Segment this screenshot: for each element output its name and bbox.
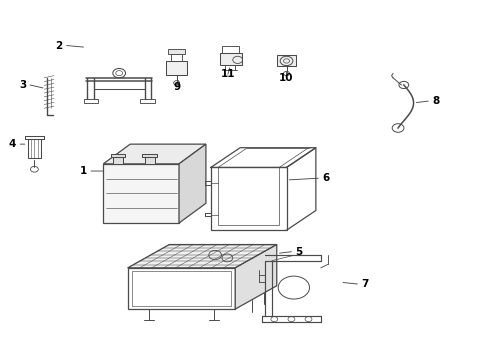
Bar <box>27 139 41 158</box>
Polygon shape <box>128 244 277 268</box>
Bar <box>168 49 185 54</box>
Bar <box>84 99 98 103</box>
Text: 8: 8 <box>432 96 440 106</box>
Bar <box>221 45 239 53</box>
Bar <box>113 157 123 164</box>
Bar <box>218 167 279 225</box>
Bar <box>277 55 296 66</box>
Polygon shape <box>235 244 277 309</box>
Bar <box>220 53 242 65</box>
Bar <box>171 54 182 61</box>
Text: 5: 5 <box>295 247 303 257</box>
Text: 11: 11 <box>220 69 235 79</box>
Bar <box>111 154 125 157</box>
Text: 3: 3 <box>19 80 26 90</box>
Text: 4: 4 <box>9 139 16 149</box>
Polygon shape <box>179 144 206 223</box>
Bar <box>145 157 155 164</box>
Bar <box>103 164 179 223</box>
Text: 1: 1 <box>80 166 87 176</box>
Text: 7: 7 <box>361 279 368 289</box>
Text: 10: 10 <box>279 73 294 83</box>
Bar <box>128 268 235 309</box>
Bar <box>140 99 155 103</box>
Bar <box>143 154 157 157</box>
Bar <box>211 167 287 230</box>
Bar <box>132 271 231 306</box>
Bar <box>166 61 187 75</box>
Polygon shape <box>103 144 206 164</box>
Text: 6: 6 <box>322 173 329 183</box>
Text: 2: 2 <box>55 41 63 50</box>
Text: 9: 9 <box>173 82 180 92</box>
